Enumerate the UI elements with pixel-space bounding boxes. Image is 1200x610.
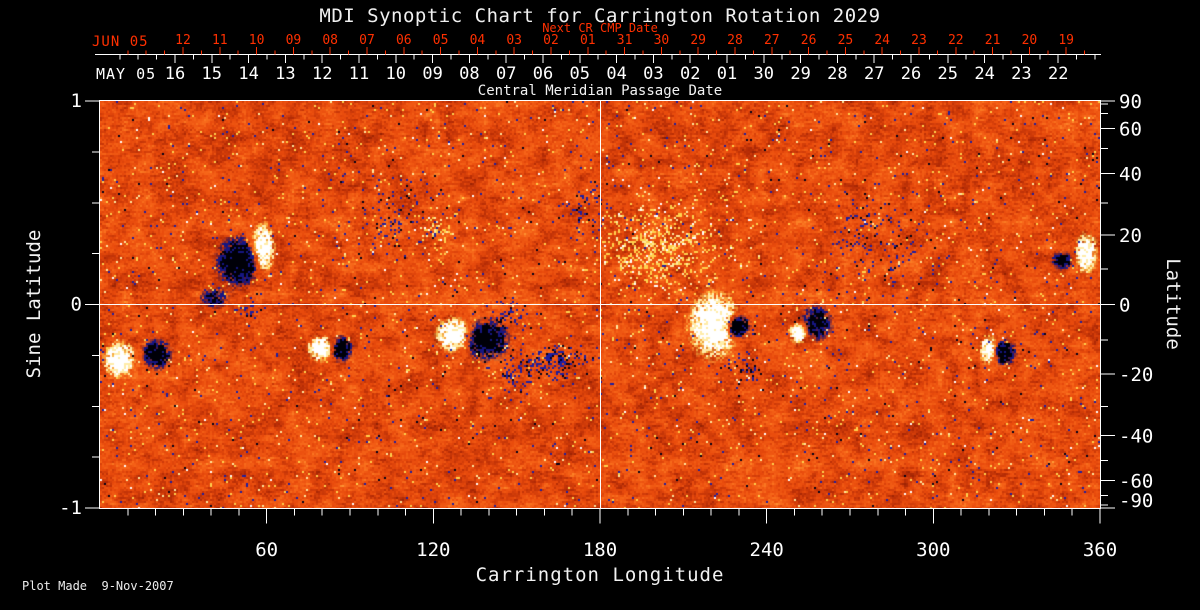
latitude-tick-label: 20	[1119, 225, 1142, 247]
longitude-tick-label: 60	[255, 539, 278, 561]
longitude-tick-label: 240	[750, 539, 784, 561]
cmp-white-tick-label: 08	[459, 64, 479, 84]
cmp-white-tick-label: 03	[643, 64, 663, 84]
cmp-white-tick-label: 26	[901, 64, 921, 84]
cmp-red-tick-label: 05	[433, 33, 449, 48]
cmp-red-tick-label: 03	[506, 33, 522, 48]
longitude-tick-label: 180	[583, 539, 617, 561]
cmp-red-tick-label: 06	[396, 33, 412, 48]
cmp-white-tick-label: 25	[938, 64, 958, 84]
sine-latitude-tick-label: -1	[59, 497, 82, 519]
cmp-white-tick-label: 15	[202, 64, 222, 84]
may-month-label: MAY 05	[96, 65, 157, 83]
longitude-tick-label: 120	[416, 539, 450, 561]
cmp-red-tick-label: 27	[764, 33, 780, 48]
cmp-white-tick-label: 16	[165, 64, 185, 84]
right-axis-title: Latitude	[1162, 258, 1184, 350]
cmp-red-tick-label: 21	[985, 33, 1001, 48]
cmp-white-tick-label: 01	[717, 64, 737, 84]
cmp-white-tick-label: 24	[974, 64, 994, 84]
cmp-white-tick-label: 29	[790, 64, 810, 84]
cmp-red-tick-label: 02	[543, 33, 559, 48]
cmp-red-tick-label: 25	[838, 33, 854, 48]
cmp-red-tick-label: 23	[911, 33, 927, 48]
cmp-white-tick-label: 22	[1048, 64, 1068, 84]
cmp-red-tick-label: 11	[212, 33, 228, 48]
cmp-red-tick-label: 30	[654, 33, 670, 48]
cmp-red-tick-label: 19	[1058, 33, 1074, 48]
longitude-tick-label: 300	[916, 539, 950, 561]
latitude-tick-label: -20	[1119, 364, 1153, 386]
plot-made-timestamp: Plot Made 9-Nov-2007	[22, 579, 174, 593]
cmp-red-tick-label: 24	[874, 33, 890, 48]
cmp-red-tick-label: 08	[322, 33, 338, 48]
latitude-tick-label: 60	[1119, 118, 1142, 140]
latitude-tick-label: -60	[1119, 471, 1153, 493]
magnetogram-image	[100, 101, 1100, 508]
cmp-red-tick-label: 26	[801, 33, 817, 48]
cmp-red-tick-label: 12	[175, 33, 191, 48]
bottom-axis-title: Carrington Longitude	[475, 564, 725, 586]
next-cr-cmp-date-label: Next CR CMP Date	[542, 21, 658, 35]
latitude-tick-label: -40	[1119, 425, 1153, 447]
cmp-white-tick-label: 07	[496, 64, 516, 84]
cmp-red-tick-label: 20	[1022, 33, 1038, 48]
cmp-red-tick-label: 22	[948, 33, 964, 48]
cmp-white-tick-label: 23	[1011, 64, 1031, 84]
cmp-white-tick-label: 04	[606, 64, 626, 84]
sine-latitude-tick-label: 0	[71, 294, 82, 316]
cmp-white-tick-label: 14	[238, 64, 258, 84]
cmp-white-tick-label: 30	[754, 64, 774, 84]
cmp-white-tick-label: 12	[312, 64, 332, 84]
cmp-red-tick-label: 28	[727, 33, 743, 48]
cmp-white-tick-label: 05	[570, 64, 590, 84]
cmp-red-tick-label: 31	[617, 33, 633, 48]
cmp-white-tick-label: 02	[680, 64, 700, 84]
cmp-white-tick-label: 09	[422, 64, 442, 84]
cmp-red-tick-label: 01	[580, 33, 596, 48]
chart-title: MDI Synoptic Chart for Carrington Rotati…	[319, 5, 881, 27]
cmp-white-tick-label: 27	[864, 64, 884, 84]
cmp-red-tick-label: 10	[249, 33, 265, 48]
cmp-red-tick-label: 09	[286, 33, 302, 48]
cmp-white-tick-label: 06	[533, 64, 553, 84]
latitude-tick-label: -90	[1119, 490, 1153, 512]
jun-month-label: JUN 05	[92, 34, 149, 50]
cmp-white-tick-label: 10	[386, 64, 406, 84]
left-axis-title: Sine Latitude	[23, 229, 45, 379]
cmp-red-tick-label: 29	[690, 33, 706, 48]
cmp-white-tick-label: 28	[827, 64, 847, 84]
latitude-tick-label: 40	[1119, 164, 1142, 186]
cmp-axis-title: Central Meridian Passage Date	[477, 83, 723, 99]
cmp-white-tick-label: 11	[349, 64, 369, 84]
cmp-red-tick-label: 07	[359, 33, 375, 48]
longitude-tick-label: 360	[1083, 539, 1117, 561]
latitude-tick-label: 0	[1119, 295, 1130, 317]
cmp-red-tick-label: 04	[470, 33, 486, 48]
cmp-white-tick-label: 13	[275, 64, 295, 84]
